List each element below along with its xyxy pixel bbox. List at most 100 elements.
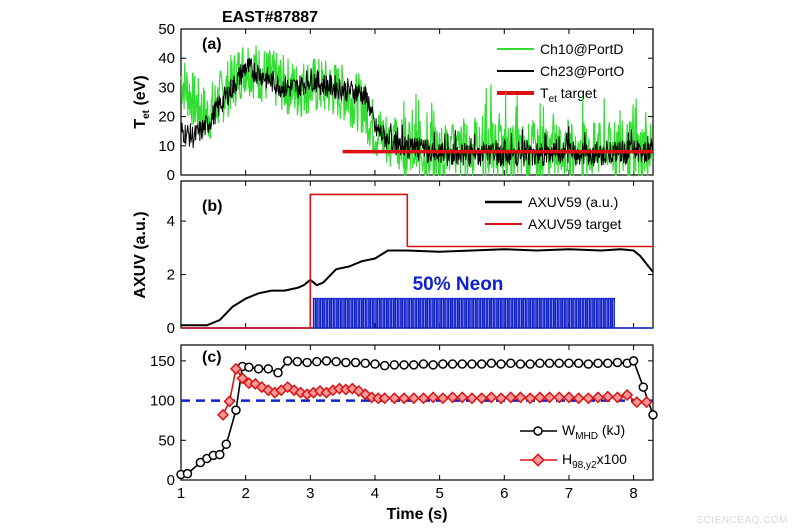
h98-point-43: [553, 391, 566, 404]
h98-point-35: [475, 392, 488, 405]
legend-tet-main: T: [540, 85, 549, 101]
h98-point-48: [601, 390, 614, 403]
panel-c-label: (c): [202, 349, 222, 366]
wmhd-point-24: [389, 360, 400, 370]
panel-b-legend: AXUV59 (a.u.) AXUV59 target: [485, 194, 621, 232]
legend-label-tet-target: Tet target: [540, 85, 597, 105]
wmhd-point-39: [535, 358, 545, 369]
h98-point-31: [436, 392, 449, 405]
panel-0-ytick-label-0: 0: [167, 167, 175, 184]
h98-point-3: [236, 372, 249, 385]
h98-point-45: [572, 392, 585, 405]
wmhd-point-41: [554, 358, 564, 369]
h98-point-27: [398, 392, 411, 405]
wmhd-point-43: [573, 358, 584, 369]
legend-h98-sub: 98,y2: [572, 460, 597, 471]
panel-2-ytick-label-3: 150: [150, 353, 175, 370]
wmhd-point-26: [409, 360, 419, 370]
wmhd-point-11: [263, 364, 274, 374]
panel-2-xtick-label-3: 4: [371, 485, 379, 502]
legend-label-wmhd: WMHD (kJ): [562, 422, 625, 442]
legend-marker-h98: [531, 453, 545, 467]
legend-wmhd-sub: MHD: [575, 431, 598, 442]
panel-2-ytick-label-1: 50: [158, 432, 175, 449]
legend-label-axuv59: AXUV59 (a.u.): [528, 194, 618, 210]
panel-1-ytick-label-2: 4: [167, 213, 175, 230]
panel-b-label: (b): [202, 198, 222, 215]
wmhd-point-37: [515, 359, 526, 369]
wmhd-point-32: [467, 359, 477, 369]
legend-h98-main: H: [562, 451, 572, 467]
h98-point-28: [407, 392, 420, 405]
legend-label-ch23: Ch23@PortO: [540, 63, 624, 79]
watermark: SCIENCEAQ.COM: [696, 515, 788, 526]
h98-point-32: [446, 391, 459, 404]
wmhd-point-15: [302, 357, 312, 368]
h98-point-39: [514, 391, 527, 404]
legend-marker-wmhd: [533, 426, 543, 436]
h98-point-26: [388, 392, 401, 405]
wmhd-point-7: [231, 405, 241, 415]
panel-2-xtick-label-7: 8: [629, 485, 637, 502]
panel-b-ylabel: AXUV (a.u.): [132, 211, 149, 298]
wmhd-point-22: [370, 359, 380, 369]
wmhd-point-47: [612, 357, 623, 368]
h98-point-42: [543, 391, 556, 404]
wmhd-point-51: [648, 410, 658, 420]
x-axis-label: Time (s): [386, 506, 447, 523]
h98-point-34: [465, 392, 478, 405]
wmhd-point-31: [457, 359, 468, 369]
wmhd-point-29: [438, 359, 448, 369]
panel-2-xtick-label-6: 7: [565, 485, 573, 502]
legend-wmhd-main: W: [562, 422, 576, 438]
wmhd-point-13: [282, 356, 293, 366]
legend-label-h98: H98,y2x100: [562, 451, 627, 471]
wmhd-point-30: [447, 359, 458, 369]
shot-title: EAST#87887: [222, 9, 318, 26]
panel-0-series-1-line: [180, 57, 654, 167]
panel-a-frame: [180, 28, 654, 176]
wmhd-point-23: [379, 360, 390, 371]
wmhd-point-1: [182, 468, 193, 479]
panel-a-ylabel-main: T: [132, 119, 149, 129]
panel-0-series-0-line: [180, 45, 654, 176]
wmhd-point-34: [486, 358, 497, 369]
h98-point-38: [504, 391, 517, 404]
wmhd-point-33: [476, 359, 487, 369]
legend-tet-rest: target: [557, 85, 597, 101]
wmhd-point-46: [602, 358, 613, 369]
wmhd-point-42: [564, 358, 574, 369]
panel-0-ytick-label-3: 30: [158, 79, 175, 96]
panel-1-series-0-line: [181, 248, 654, 327]
panel-0-ytick-label-5: 50: [158, 21, 175, 38]
panel-c-legend: WMHD (kJ) H98,y2x100: [520, 422, 627, 471]
h98-point-50: [621, 389, 634, 402]
wmhd-point-50: [638, 382, 649, 392]
panel-a-legend: Ch10@PortD Ch23@PortO Tet target: [497, 41, 624, 105]
panel-2-xtick-label-2: 3: [306, 485, 314, 502]
h98-point-41: [533, 391, 546, 404]
legend-wmhd-rest: (kJ): [598, 422, 625, 438]
legend-tet-sub: et: [549, 94, 558, 105]
h98-point-25: [378, 392, 391, 405]
wmhd-point-27: [418, 359, 429, 369]
panel-a-ylabel-unit: (eV): [132, 75, 149, 110]
h98-point-1: [223, 395, 236, 408]
wmhd-point-16: [312, 356, 322, 367]
panel-0-ytick-label-2: 20: [158, 109, 175, 126]
wmhd-point-9: [244, 362, 254, 372]
wmhd-point-10: [253, 364, 264, 374]
h98-point-49: [611, 391, 624, 404]
h98-point-2: [229, 362, 242, 375]
panel-a-ylabel-sub: et: [141, 109, 152, 119]
wmhd-point-6: [221, 439, 232, 450]
h98-point-33: [456, 391, 469, 404]
panel-a-ylabel: Tet (eV): [132, 75, 152, 128]
panel-0-ytick-label-1: 10: [158, 138, 175, 155]
panel-2-xtick-label-4: 5: [435, 485, 443, 502]
h98-point-46: [582, 392, 595, 405]
wmhd-point-28: [428, 360, 438, 370]
panel-2-ytick-label-0: 0: [167, 472, 175, 489]
